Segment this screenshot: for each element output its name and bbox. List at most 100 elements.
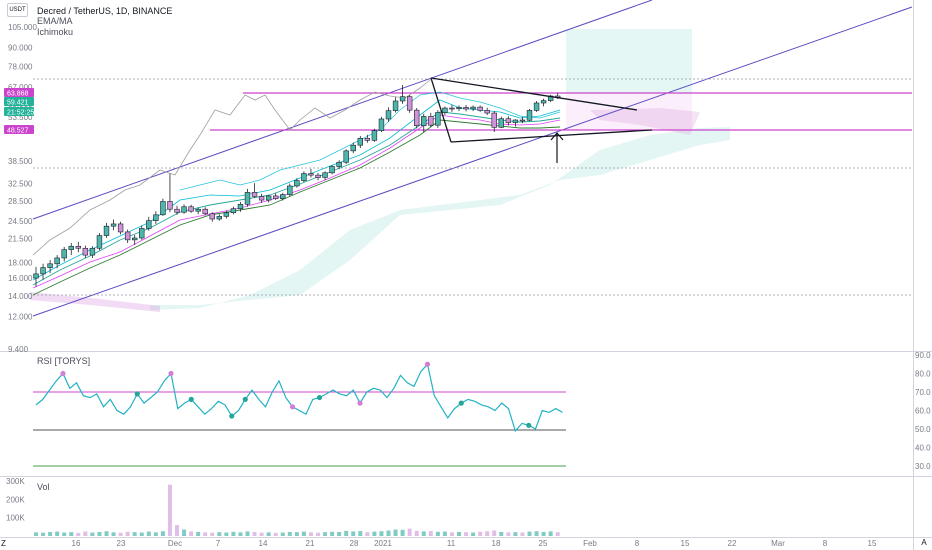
candle <box>280 192 286 201</box>
candle <box>230 206 237 215</box>
rsi-tick-label: 50.0 <box>915 425 931 434</box>
long-position-box <box>566 29 692 130</box>
volume-bar <box>231 531 236 536</box>
volume-bar <box>478 531 483 536</box>
candle <box>265 195 272 203</box>
time-axis[interactable]: 16 23 Dec 7 14 21 28 2021 11 18 25 Feb 8 15 22 Mar 8 15 <box>72 539 877 548</box>
volume-bar <box>55 531 60 536</box>
volume-bar <box>259 532 264 536</box>
candle <box>364 134 371 143</box>
price-tick-label: 78.000 <box>8 63 33 72</box>
candle <box>526 108 533 122</box>
trend-channel <box>32 0 913 317</box>
time-tick-label: 16 <box>72 539 81 548</box>
rsi-pivot-dot <box>188 396 194 402</box>
volume-bar <box>471 532 476 536</box>
candle <box>202 207 208 216</box>
rsi-pane <box>33 361 566 467</box>
volume-bar <box>62 532 67 536</box>
currency-button[interactable]: USDT <box>7 3 28 17</box>
symbol-title: Decred / TetherUS, 1D, BINANCE <box>37 6 172 16</box>
candle <box>540 98 547 107</box>
candle <box>442 106 448 115</box>
candle <box>61 246 67 262</box>
candle <box>484 107 490 115</box>
horizontal-levels <box>33 78 912 296</box>
price-axis[interactable]: 105.00090.00078.00067.00059.00053.50048.… <box>8 23 37 354</box>
time-tick-label: 8 <box>823 539 828 548</box>
volume-bar <box>449 532 454 536</box>
rsi-pivot-dot <box>458 400 464 406</box>
volume-bar <box>153 532 158 536</box>
price-tag: 59.421 <box>4 97 34 107</box>
svg-text:21:52:25: 21:52:25 <box>7 110 34 117</box>
price-tick-label: 67.000 <box>8 83 33 92</box>
volume-bar <box>393 529 398 536</box>
price-tick-label: 18.000 <box>8 258 33 267</box>
price-tick-label: 38.500 <box>8 157 33 166</box>
svg-text:59.421: 59.421 <box>7 100 29 107</box>
volume-bar <box>548 531 553 536</box>
ichimoku-cloud <box>30 108 730 312</box>
volume-bar <box>555 532 560 536</box>
volume-bar <box>499 531 504 536</box>
volume-bar <box>210 532 215 536</box>
time-tick-label: 25 <box>539 539 548 548</box>
timezone-button[interactable]: Z <box>1 539 6 548</box>
rsi-tick-label: 60.0 <box>915 407 931 416</box>
volume-bar <box>273 532 278 536</box>
price-tick-label: 21.500 <box>8 235 33 244</box>
time-tick-label: Mar <box>771 539 785 548</box>
indicator-ichimoku: Ichimoku <box>37 27 73 37</box>
candle <box>181 204 187 214</box>
volume-bar <box>344 530 349 536</box>
volume-bar <box>400 529 405 536</box>
auto-scale-icon[interactable]: A <box>921 538 927 547</box>
candle <box>258 193 265 203</box>
rsi-tick-label: 90.0 <box>915 351 931 360</box>
rsi-pivot-dot <box>526 422 532 428</box>
volume-bar <box>421 531 426 536</box>
candle <box>146 216 152 231</box>
candle <box>357 135 363 148</box>
volume-bar <box>316 532 320 536</box>
volume-bar <box>323 532 328 536</box>
volume-bar <box>189 531 194 536</box>
volume-bar <box>167 484 172 536</box>
rsi-pivot-dot <box>357 400 363 406</box>
price-tick-label: 53.500 <box>8 113 33 122</box>
volume-bar <box>132 532 137 536</box>
candle <box>33 266 39 287</box>
time-tick-label: 22 <box>728 539 737 548</box>
candle <box>223 210 230 219</box>
volume-bar <box>224 532 229 536</box>
price-tick-label: 105.000 <box>8 23 37 32</box>
candle <box>47 260 53 274</box>
rsi-pivot-dot <box>134 391 140 397</box>
volume-bar <box>506 532 511 536</box>
rsi-tick-label: 40.0 <box>915 444 931 453</box>
svg-text:48.527: 48.527 <box>7 128 29 135</box>
candle <box>89 246 96 258</box>
volume-bar <box>83 531 88 536</box>
volume-bar <box>308 532 313 536</box>
volume-bar <box>407 528 412 536</box>
volume-bar <box>48 531 53 536</box>
volume-bar <box>435 531 440 536</box>
candle <box>371 128 378 142</box>
volume-bar <box>492 530 497 536</box>
candle <box>308 168 314 178</box>
price-tick-label: 32.500 <box>8 179 33 188</box>
candle <box>378 116 385 133</box>
svg-text:63.868: 63.868 <box>7 91 29 98</box>
candle <box>209 212 215 222</box>
price-tick-label: 12.000 <box>8 312 33 321</box>
volume-bar <box>294 532 299 536</box>
candle <box>188 204 194 213</box>
volume-bar <box>541 531 546 536</box>
volume-tick-label: 300K <box>6 477 25 486</box>
rsi-pivot-dot <box>168 370 174 377</box>
candle <box>322 171 328 180</box>
